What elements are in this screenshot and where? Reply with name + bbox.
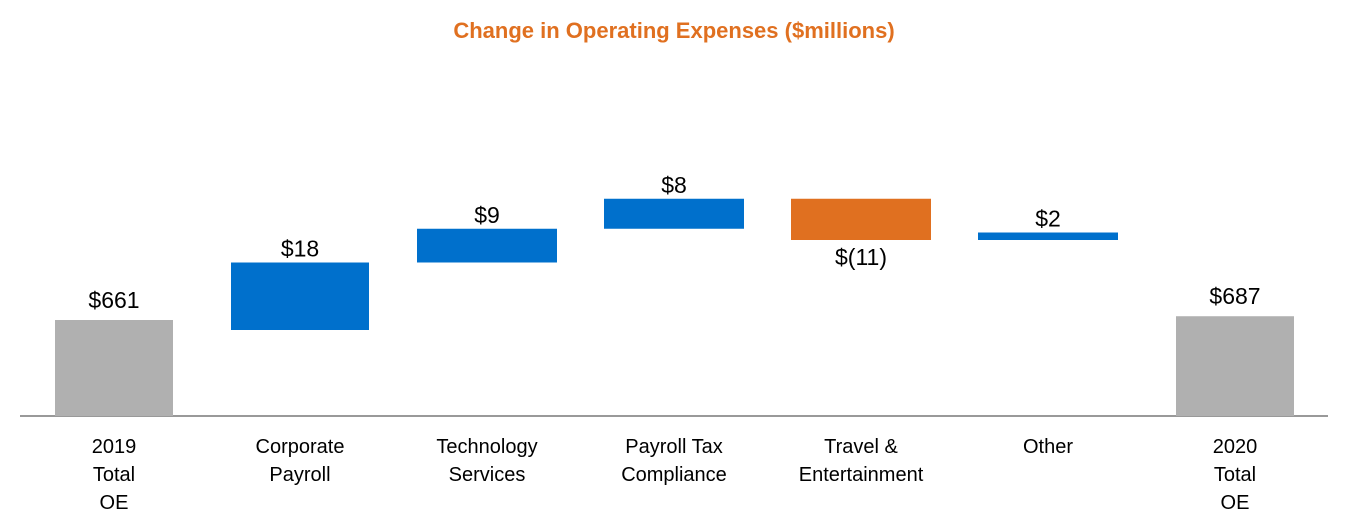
bar-payroll-tax: [604, 198, 744, 229]
category-line: Total: [1214, 464, 1256, 486]
category-line: Other: [1023, 436, 1073, 458]
value-label-payroll-tax: $8: [661, 172, 687, 198]
category-label-corp-payroll: Corporate Payroll: [256, 436, 345, 486]
category-line: Technology: [436, 436, 537, 458]
category-line: Payroll Tax: [625, 436, 722, 458]
category-label-2020: 2020 Total OE: [1213, 436, 1258, 514]
value-label-2019: $661: [88, 287, 139, 313]
bar-other: [978, 232, 1118, 240]
category-line: 2020: [1213, 436, 1258, 458]
category-line: 2019: [92, 436, 137, 458]
category-label-tech-services: Technology Services: [436, 436, 537, 486]
category-line: Total: [93, 464, 135, 486]
bar-corp-payroll: [231, 262, 369, 330]
bar-tech-services: [417, 228, 557, 263]
category-label-travel: Travel & Entertainment: [799, 436, 924, 486]
category-line: OE: [1221, 492, 1250, 514]
value-label-other: $2: [1035, 206, 1061, 232]
bar-travel: [791, 198, 931, 240]
category-label-payroll-tax: Payroll Tax Compliance: [621, 436, 727, 486]
category-label-other: Other: [1023, 436, 1073, 458]
value-label-tech-services: $9: [474, 202, 500, 228]
category-line: Services: [449, 464, 526, 486]
value-label-corp-payroll: $18: [281, 236, 319, 262]
value-label-travel: $(11): [835, 244, 887, 270]
category-line: OE: [100, 492, 129, 514]
category-line: Corporate: [256, 436, 345, 458]
value-label-2020: $687: [1209, 283, 1260, 309]
category-label-2019: 2019 Total OE: [92, 436, 137, 514]
category-line: Travel &: [824, 436, 898, 458]
category-line: Payroll: [269, 464, 330, 486]
category-line: Entertainment: [799, 464, 924, 486]
bar-2020: [1176, 316, 1294, 416]
bar-2019: [55, 320, 173, 416]
chart-title: Change in Operating Expenses ($millions): [453, 18, 894, 43]
category-line: Compliance: [621, 464, 727, 486]
